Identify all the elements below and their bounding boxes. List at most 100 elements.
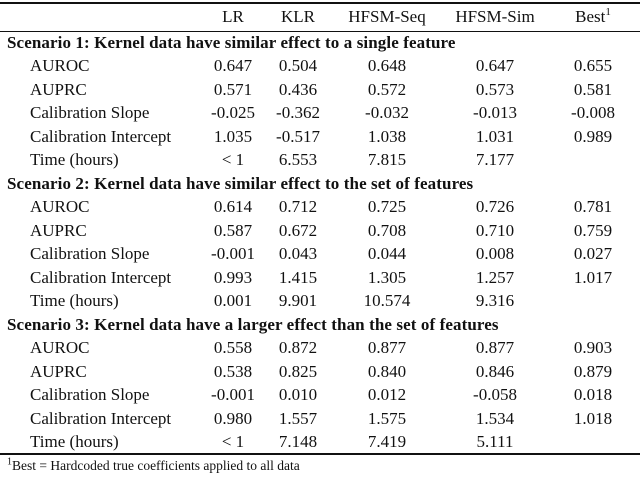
value-cell: 0.027	[573, 244, 613, 264]
value-cell: 0.712	[278, 197, 318, 217]
value-cell: 0.879	[573, 361, 613, 381]
value-cell: 0.655	[573, 56, 613, 76]
value-cell: 0.558	[213, 338, 253, 358]
metric-row: AUROC 0.647 0.504 0.648 0.647 0.655	[0, 55, 640, 79]
value-cell: 1.534	[475, 408, 515, 428]
value-cell: 1.257	[475, 267, 515, 287]
metric-row: Time (hours) 0.001 9.901 10.574 9.316	[0, 290, 640, 314]
value-cell: -0.517	[276, 126, 320, 146]
value-cell: 0.504	[278, 56, 318, 76]
metric-row: Calibration Intercept 0.993 1.415 1.305 …	[0, 266, 640, 290]
value-cell: 0.647	[213, 56, 253, 76]
value-cell: 0.781	[573, 197, 613, 217]
value-cell: 1.038	[367, 126, 407, 146]
value-cell: 0.877	[475, 338, 515, 358]
value-cell: 7.177	[475, 150, 515, 170]
value-cell: 0.993	[213, 267, 253, 287]
value-cell: -0.001	[211, 244, 255, 264]
col-header-empty	[0, 3, 200, 31]
value-cell: 0.759	[573, 220, 613, 240]
col-header-best: Best1	[546, 3, 640, 31]
metric-label: AUROC	[30, 197, 90, 217]
metric-label: AUPRC	[30, 220, 87, 240]
col-header-klr: KLR	[281, 7, 315, 27]
metric-label: Time (hours)	[30, 291, 119, 311]
value-cell: -0.025	[211, 103, 255, 123]
value-cell: < 1	[221, 150, 245, 170]
col-header-best-label: Best	[575, 7, 606, 27]
value-cell: 1.035	[213, 126, 253, 146]
value-cell	[546, 431, 640, 455]
value-cell: 1.415	[278, 267, 318, 287]
value-cell: -0.008	[571, 103, 615, 123]
metric-label: Calibration Intercept	[30, 408, 172, 428]
value-cell: 0.989	[573, 126, 613, 146]
metric-label: Calibration Intercept	[30, 126, 172, 146]
value-cell: 1.305	[367, 267, 407, 287]
best-superscript: 1	[605, 5, 611, 18]
value-cell: 0.044	[367, 244, 407, 264]
metric-label: Time (hours)	[30, 150, 119, 170]
metric-label: AUPRC	[30, 79, 87, 99]
value-cell: 1.575	[367, 408, 407, 428]
value-cell: 0.587	[213, 220, 253, 240]
value-cell: -0.058	[473, 385, 517, 405]
metric-row: Calibration Slope -0.001 0.043 0.044 0.0…	[0, 243, 640, 267]
metric-row: Calibration Slope -0.001 0.010 0.012 -0.…	[0, 384, 640, 408]
value-cell: 0.008	[475, 244, 515, 264]
metric-label: Calibration Slope	[30, 385, 150, 405]
value-cell: -0.032	[365, 103, 409, 123]
value-cell: 1.018	[573, 408, 613, 428]
value-cell: 0.572	[367, 79, 407, 99]
section-heading-3: Scenario 3: Kernel data have a larger ef…	[0, 313, 640, 337]
value-cell: 1.031	[475, 126, 515, 146]
value-cell: 0.010	[278, 385, 318, 405]
value-cell: 0.903	[573, 338, 613, 358]
value-cell: 0.012	[367, 385, 407, 405]
value-cell: 0.710	[475, 220, 515, 240]
section-heading-text: Scenario 2: Kernel data have similar eff…	[7, 173, 474, 193]
value-cell: -0.001	[211, 385, 255, 405]
value-cell: 0.043	[278, 244, 318, 264]
value-cell: 9.901	[278, 291, 318, 311]
value-cell: 6.553	[278, 150, 318, 170]
value-cell: 5.111	[476, 431, 514, 451]
value-cell: 0.436	[278, 79, 318, 99]
col-header-lr: LR	[222, 7, 244, 27]
value-cell: 0.018	[573, 385, 613, 405]
metric-row: AUPRC 0.538 0.825 0.840 0.846 0.879	[0, 360, 640, 384]
metric-label: Calibration Intercept	[30, 267, 172, 287]
section-heading-text: Scenario 3: Kernel data have a larger ef…	[7, 314, 499, 334]
value-cell: 1.017	[573, 267, 613, 287]
value-cell: 0.980	[213, 408, 253, 428]
value-cell: 0.538	[213, 361, 253, 381]
value-cell: 9.316	[475, 291, 515, 311]
metric-label: AUROC	[30, 338, 90, 358]
value-cell: 0.825	[278, 361, 318, 381]
metric-row: Time (hours) < 1 7.148 7.419 5.111	[0, 431, 640, 455]
value-cell: < 1	[221, 431, 245, 451]
metric-row: Calibration Slope -0.025 -0.362 -0.032 -…	[0, 102, 640, 126]
metric-label: Calibration Slope	[30, 103, 150, 123]
section-heading-1: Scenario 1: Kernel data have similar eff…	[0, 31, 640, 55]
metric-row: Time (hours) < 1 6.553 7.815 7.177	[0, 149, 640, 173]
metric-row: Calibration Intercept 1.035 -0.517 1.038…	[0, 125, 640, 149]
metric-row: AUROC 0.614 0.712 0.725 0.726 0.781	[0, 196, 640, 220]
results-table: LR KLR HFSM-Seq HFSM-Sim Best1 Scenario …	[0, 2, 640, 455]
metric-label: Calibration Slope	[30, 244, 150, 264]
value-cell: 0.614	[213, 197, 253, 217]
footnote-text: Best = Hardcoded true coefficients appli…	[12, 458, 300, 473]
value-cell	[546, 290, 640, 314]
value-cell: 0.708	[367, 220, 407, 240]
value-cell: 0.846	[475, 361, 515, 381]
value-cell: 0.581	[573, 79, 613, 99]
value-cell: -0.362	[276, 103, 320, 123]
value-cell: 0.648	[367, 56, 407, 76]
metric-row: Calibration Intercept 0.980 1.557 1.575 …	[0, 407, 640, 431]
metric-row: AUPRC 0.571 0.436 0.572 0.573 0.581	[0, 78, 640, 102]
footnote-marker: 1	[7, 456, 12, 468]
value-cell: 0.573	[475, 79, 515, 99]
value-cell: 0.726	[475, 197, 515, 217]
col-header-hfsm-sim: HFSM-Sim	[455, 7, 535, 27]
